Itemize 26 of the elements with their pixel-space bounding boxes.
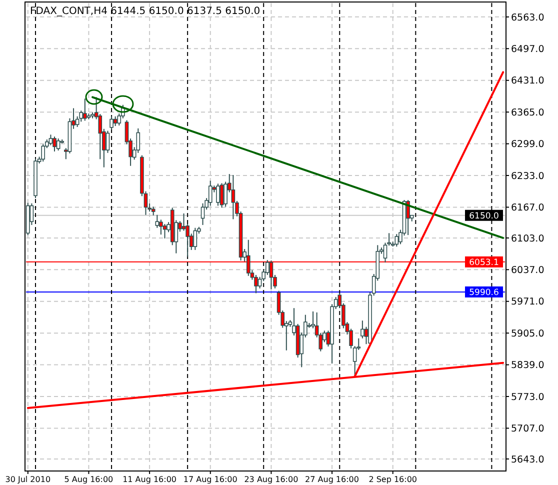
y-tick-label: 5971.0 xyxy=(511,296,544,308)
x-tick-label: 23 Aug 16:00 xyxy=(244,475,298,484)
x-tick-label: 2 Sep 16:00 xyxy=(368,475,418,484)
y-tick-label: 6299.0 xyxy=(511,139,544,150)
y-tick-label: 6167.0 xyxy=(511,202,544,214)
y-tick-label: 5905.0 xyxy=(511,328,544,340)
y-tick-label: 5773.0 xyxy=(511,392,544,403)
y-tick-label: 6103.0 xyxy=(511,233,544,244)
y-tick-label: 6037.0 xyxy=(511,264,544,276)
x-tick-label: 11 Aug 16:00 xyxy=(122,475,177,484)
x-tick-label: 27 Aug 16:00 xyxy=(305,475,360,484)
x-tick-label: 17 Aug 16:00 xyxy=(183,475,238,484)
ref-line-label: 5990.6 xyxy=(469,288,499,298)
y-tick-label: 6431.0 xyxy=(511,76,544,87)
y-tick-label: 6365.0 xyxy=(511,107,544,118)
y-tick-label: 5643.0 xyxy=(511,454,544,466)
y-tick-label: 5707.0 xyxy=(511,424,544,435)
y-tick-label: 5839.0 xyxy=(511,360,544,372)
y-tick-label: 6497.0 xyxy=(511,44,544,55)
y-tick-label: 6563.0 xyxy=(511,12,544,24)
y-tick-label: 6233.0 xyxy=(511,170,544,182)
chart-title: FDAX_CONT,H4 6144.5 6150.0 6137.5 6150.0 xyxy=(30,6,260,17)
ref-line-label: 6150.0 xyxy=(469,211,499,222)
x-tick-label: 30 Jul 2010 xyxy=(5,475,51,484)
x-tick-label: 5 Aug 16:00 xyxy=(64,475,114,484)
ref-line-label: 6053.1 xyxy=(469,258,499,268)
